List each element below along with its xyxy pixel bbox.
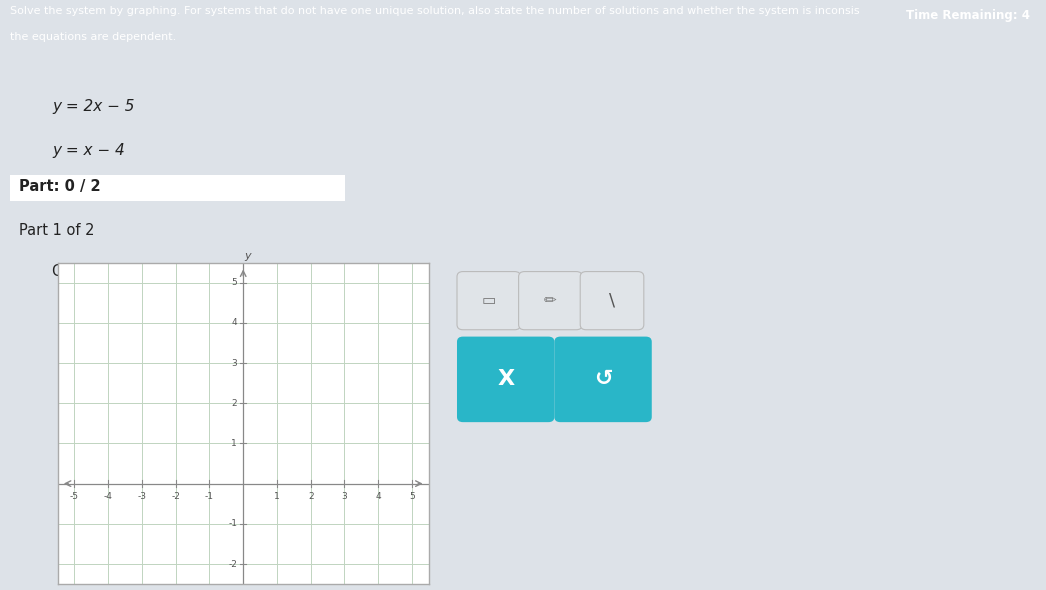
Text: Part: 0 / 2: Part: 0 / 2 bbox=[19, 179, 100, 194]
Text: Graph the system of equations.: Graph the system of equations. bbox=[52, 264, 285, 279]
Text: 4: 4 bbox=[376, 493, 381, 502]
Text: ▭: ▭ bbox=[481, 293, 496, 308]
Text: -3: -3 bbox=[137, 493, 146, 502]
Text: 3: 3 bbox=[231, 359, 237, 368]
Text: -1: -1 bbox=[205, 493, 214, 502]
Text: the equations are dependent.: the equations are dependent. bbox=[10, 32, 177, 42]
Text: y = 2x − 5: y = 2x − 5 bbox=[52, 99, 135, 114]
Text: -4: -4 bbox=[104, 493, 113, 502]
Text: 1: 1 bbox=[231, 439, 237, 448]
Text: ✏: ✏ bbox=[544, 293, 556, 308]
Text: -5: -5 bbox=[70, 493, 78, 502]
Text: 5: 5 bbox=[231, 278, 237, 287]
FancyBboxPatch shape bbox=[581, 271, 643, 330]
Text: \: \ bbox=[609, 291, 615, 310]
Text: -1: -1 bbox=[228, 519, 237, 528]
Text: Solve the system by graphing. For systems that do not have one unique solution, : Solve the system by graphing. For system… bbox=[10, 6, 860, 16]
Text: Time Remaining: 4: Time Remaining: 4 bbox=[906, 9, 1030, 22]
Text: y = x − 4: y = x − 4 bbox=[78, 353, 147, 368]
Text: -2: -2 bbox=[172, 493, 180, 502]
Text: y = 2x − 5: y = 2x − 5 bbox=[78, 309, 157, 323]
FancyBboxPatch shape bbox=[554, 336, 652, 422]
Text: X: X bbox=[497, 369, 515, 389]
Text: -2: -2 bbox=[228, 559, 237, 569]
Text: y: y bbox=[244, 251, 251, 261]
Text: y = x − 4: y = x − 4 bbox=[52, 143, 126, 158]
Text: 4: 4 bbox=[231, 319, 237, 327]
Text: 3: 3 bbox=[342, 493, 347, 502]
Text: 2: 2 bbox=[308, 493, 314, 502]
Text: 5: 5 bbox=[409, 493, 415, 502]
FancyBboxPatch shape bbox=[519, 271, 583, 330]
FancyBboxPatch shape bbox=[457, 271, 521, 330]
FancyBboxPatch shape bbox=[457, 336, 554, 422]
Text: 1: 1 bbox=[274, 493, 280, 502]
Text: ↺: ↺ bbox=[594, 369, 612, 389]
Text: 2: 2 bbox=[231, 399, 237, 408]
Text: Part 1 of 2: Part 1 of 2 bbox=[19, 222, 94, 238]
FancyBboxPatch shape bbox=[10, 175, 345, 202]
